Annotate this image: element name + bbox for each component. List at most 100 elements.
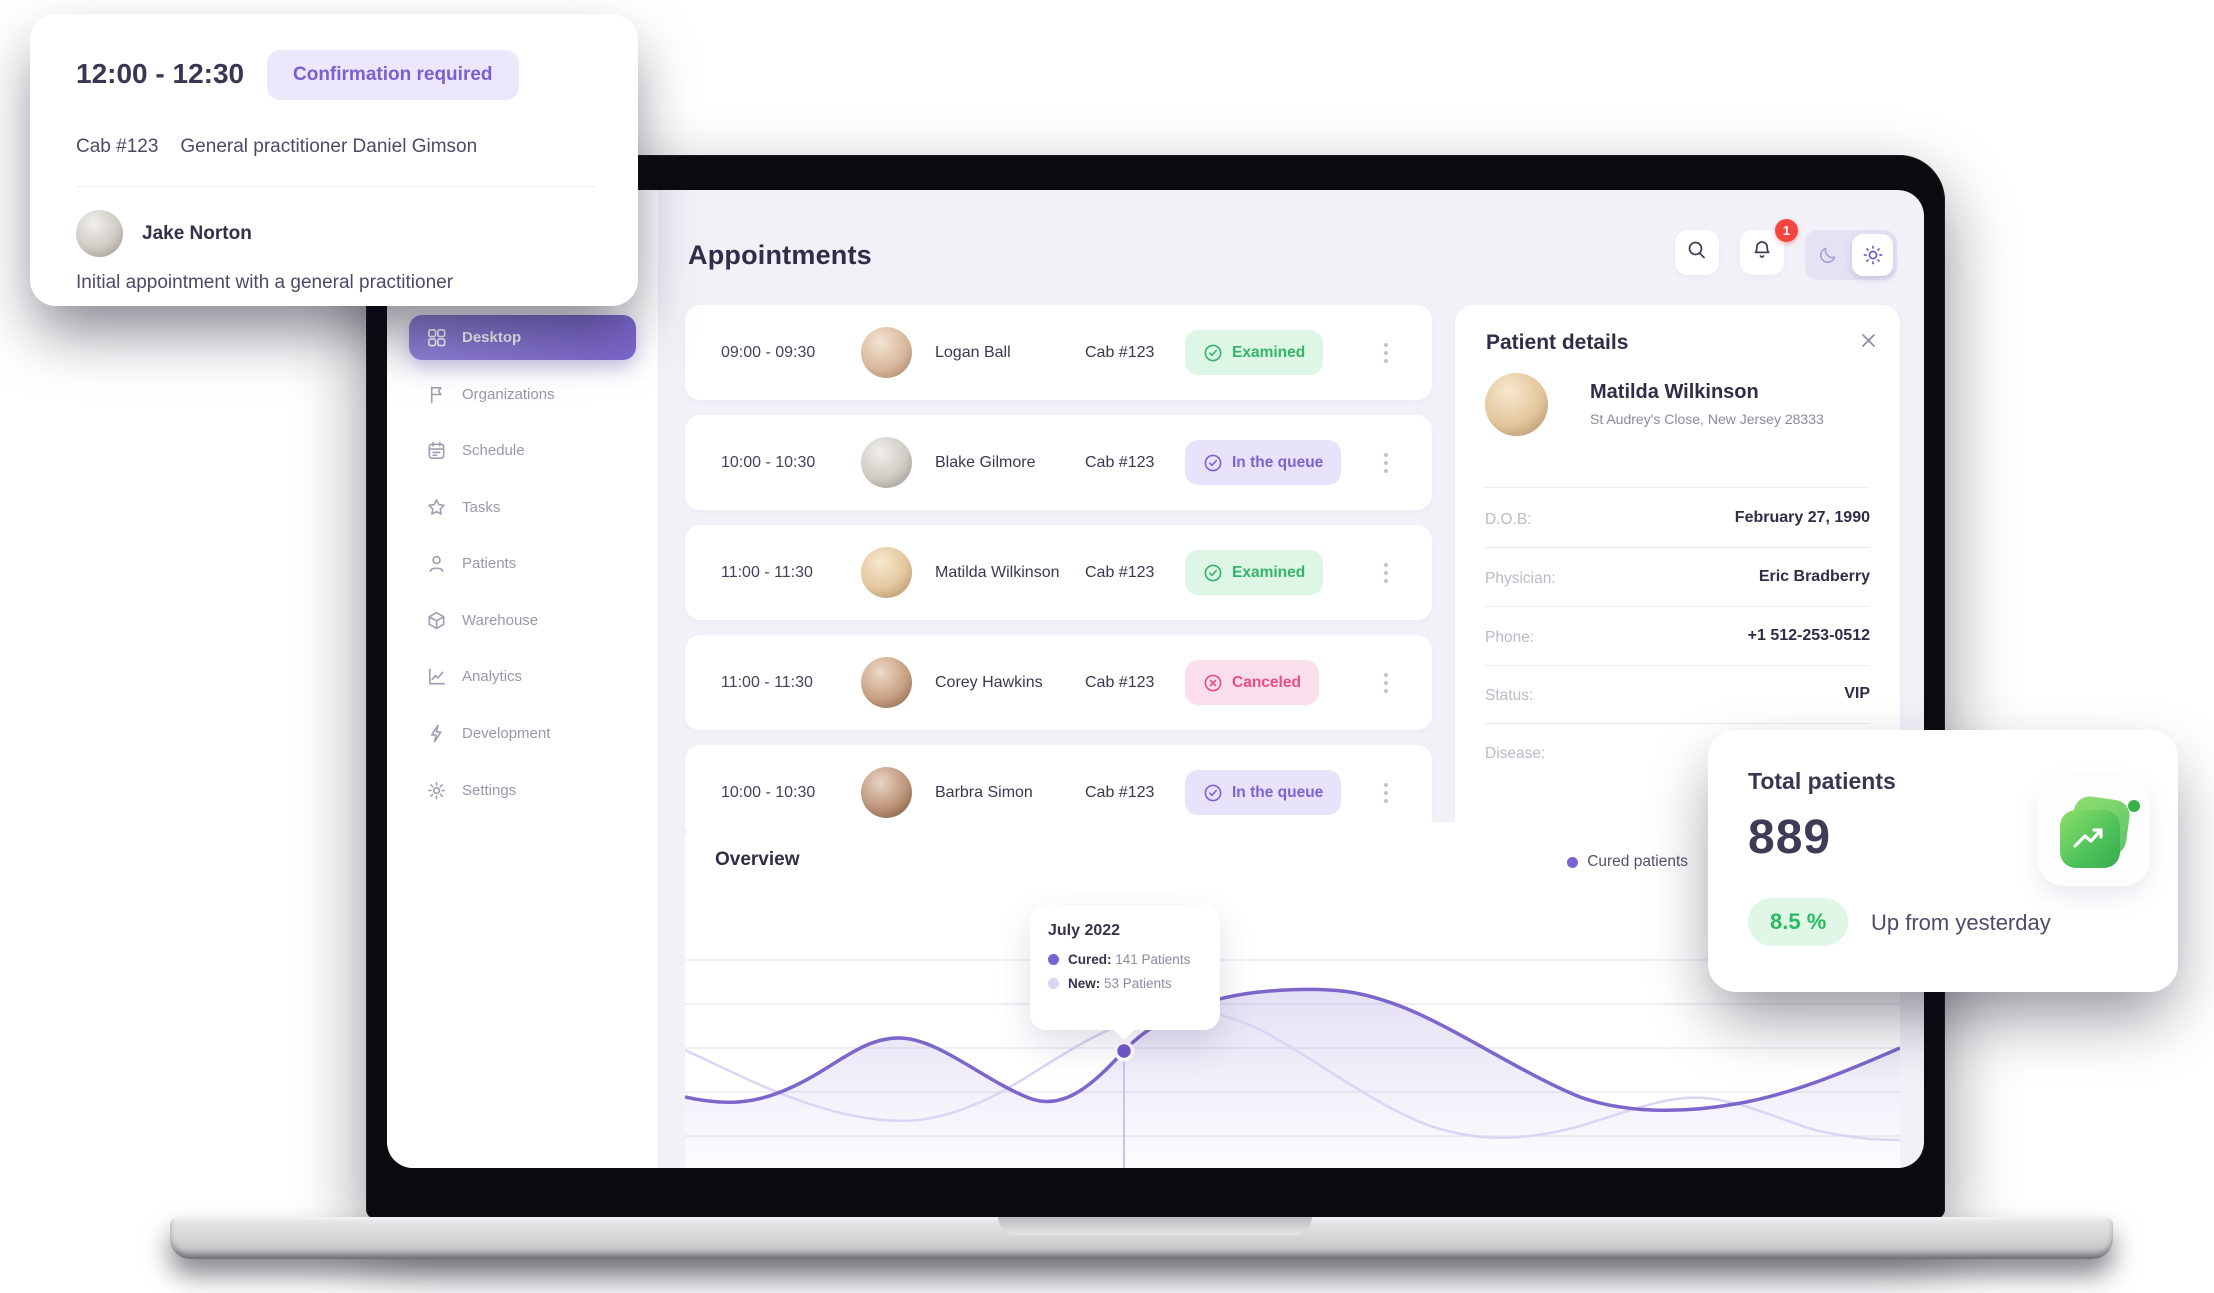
app-window: Desktop Organizations Schedule Tasks Patient… — [387, 190, 1924, 1168]
legend-dot-icon — [1567, 856, 1579, 868]
theme-toggle[interactable] — [1805, 230, 1897, 280]
tooltip-series-row: Cured: 141 Patients — [1048, 952, 1202, 967]
search-icon — [1686, 239, 1708, 266]
appointment-row[interactable]: 11:00 - 11:30 Matilda Wilkinson Cab #123 Ex… — [685, 525, 1432, 620]
trend-icon-box — [2038, 776, 2150, 886]
overview-title: Overview — [715, 849, 800, 870]
popup-cab: Cab #123 — [76, 136, 159, 157]
area-chart — [685, 959, 1900, 1168]
divider — [1485, 487, 1870, 488]
row-menu-button[interactable] — [1375, 778, 1397, 808]
status-dot-icon — [2128, 800, 2140, 812]
patient-avatar — [1485, 373, 1548, 436]
tooltip-title: July 2022 — [1048, 922, 1121, 939]
sidebar-item-warehouse[interactable]: Warehouse — [409, 598, 636, 643]
gear-icon — [425, 779, 447, 801]
x-circle-icon — [1203, 673, 1223, 693]
sidebar-item-analytics[interactable]: Analytics — [409, 654, 636, 699]
sidebar-item-patients[interactable]: Patients — [409, 541, 636, 586]
trend-up-icon — [2060, 810, 2120, 868]
row-menu-button[interactable] — [1375, 448, 1397, 478]
sidebar-item-schedule[interactable]: Schedule — [409, 428, 636, 473]
field-value: Eric Bradberry — [1758, 568, 1870, 585]
field-value: February 27, 1990 — [1734, 509, 1870, 526]
sidebar-item-label: Settings — [462, 781, 517, 799]
patient-name: Barbra Simon — [935, 784, 1033, 801]
check-circle-icon — [1203, 563, 1223, 583]
series-dot-icon — [1048, 954, 1059, 965]
confirmation-required-badge: Confirmation required — [267, 50, 519, 100]
total-patients-value: 889 — [1748, 811, 1832, 864]
laptop-base — [170, 1217, 2113, 1259]
patient-name: Blake Gilmore — [935, 454, 1036, 471]
appointment-row[interactable]: 10:00 - 10:30 Blake Gilmore Cab #123 In the… — [685, 415, 1432, 510]
notification-count-badge: 1 — [1775, 219, 1798, 242]
sidebar-item-tasks[interactable]: Tasks — [409, 485, 636, 530]
patient-name: Matilda Wilkinson — [1590, 381, 1759, 403]
patient-name: Logan Ball — [935, 344, 1011, 361]
total-patients-title: Total patients — [1748, 768, 1896, 794]
row-menu-button[interactable] — [1375, 338, 1397, 368]
field-label: Status: — [1485, 687, 1534, 704]
status-badge: Examined — [1185, 330, 1324, 375]
field-label: Phone: — [1485, 629, 1535, 646]
user-icon — [425, 552, 447, 574]
divider — [1485, 723, 1870, 724]
appointment-popup-card: 12:00 - 12:30 Confirmation required Cab … — [30, 14, 638, 306]
close-icon[interactable] — [1853, 325, 1883, 355]
appointment-row[interactable]: 11:00 - 11:30 Corey Hawkins Cab #123 Cancel… — [685, 635, 1432, 730]
divider — [1485, 606, 1870, 607]
check-circle-icon — [1203, 343, 1223, 363]
sidebar-item-settings[interactable]: Settings — [409, 768, 636, 813]
row-menu-button[interactable] — [1375, 668, 1397, 698]
cab-number: Cab #123 — [1085, 344, 1155, 361]
sun-icon[interactable] — [1852, 234, 1893, 276]
field-value: +1 512-253-0512 — [1747, 627, 1870, 644]
box-icon — [425, 609, 447, 631]
grid-icon — [425, 327, 447, 349]
appointment-time: 11:00 - 11:30 — [721, 564, 813, 581]
sidebar-item-label: Tasks — [462, 498, 501, 516]
appointment-time: 11:00 - 11:30 — [721, 674, 813, 691]
moon-icon[interactable] — [1805, 245, 1851, 265]
avatar — [861, 547, 912, 598]
legend-label: Cured patients — [1587, 853, 1688, 870]
laptop-lid-notch — [998, 1217, 1312, 1235]
new-series-line — [685, 1009, 1900, 1142]
overview-card: Overview Cured patients — [685, 822, 1900, 1168]
status-label: Canceled — [1232, 673, 1301, 691]
sidebar-item-label: Development — [462, 724, 551, 742]
popup-time: 12:00 - 12:30 — [76, 58, 245, 89]
status-badge: Examined — [1185, 550, 1324, 595]
sidebar-item-label: Patients — [462, 554, 517, 572]
appointment-time: 09:00 - 09:30 — [721, 344, 816, 361]
avatar — [861, 437, 912, 488]
appointment-row[interactable]: 09:00 - 09:30 Logan Ball Cab #123 Examined — [685, 305, 1432, 400]
avatar — [861, 767, 912, 818]
page-title: Appointments — [688, 240, 872, 270]
tooltip-series-row: New: 53 Patients — [1048, 976, 1202, 991]
star-icon — [425, 496, 447, 518]
patient-name: Corey Hawkins — [935, 674, 1043, 691]
cab-number: Cab #123 — [1085, 784, 1155, 801]
status-badge: In the queue — [1185, 770, 1342, 815]
cab-number: Cab #123 — [1085, 454, 1155, 471]
status-label: Examined — [1232, 563, 1306, 581]
delta-badge: 8.5 % — [1748, 898, 1849, 946]
row-menu-button[interactable] — [1375, 558, 1397, 588]
cured-series-line — [685, 987, 1900, 1113]
status-label: In the queue — [1232, 783, 1324, 801]
status-label: Examined — [1232, 343, 1306, 361]
field-label: Disease: — [1485, 745, 1546, 762]
chart-legend: Cured patients — [1567, 853, 1688, 871]
sidebar-item-desktop[interactable]: Desktop — [409, 315, 636, 360]
avatar — [861, 657, 912, 708]
status-badge: In the queue — [1185, 440, 1342, 485]
field-label: D.O.B: — [1485, 511, 1532, 528]
sidebar-item-development[interactable]: Development — [409, 711, 636, 756]
sidebar-item-organizations[interactable]: Organizations — [409, 372, 636, 417]
search-button[interactable] — [1675, 230, 1719, 275]
cab-number: Cab #123 — [1085, 674, 1155, 691]
popup-description: Initial appointment with a general pract… — [76, 272, 454, 293]
